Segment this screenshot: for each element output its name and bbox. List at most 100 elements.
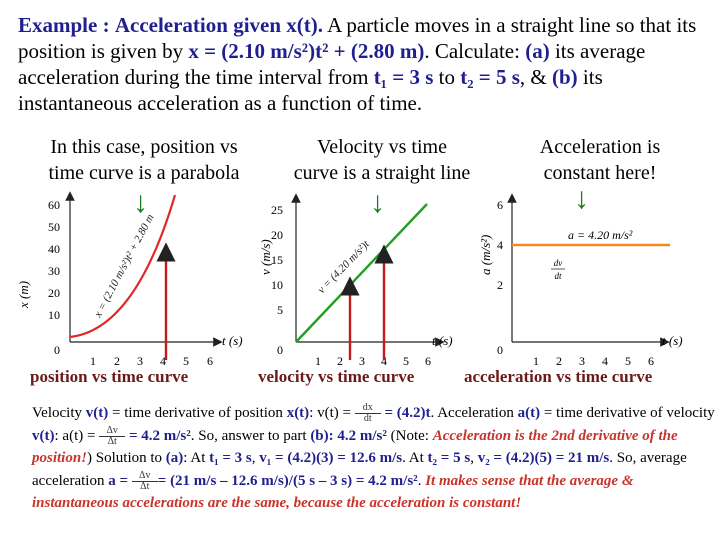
- body-text: . So, answer to part: [190, 427, 311, 444]
- average-acc-result: = (21 m/s – 12.6 m/s)/(5 s – 3 s) = 4.2 …: [157, 472, 418, 489]
- pos-y-tick: 30: [48, 264, 60, 278]
- part-b-label: (b): [552, 65, 578, 89]
- arrow-down-icon: ↓: [133, 186, 148, 219]
- body-text: : At: [183, 450, 210, 466]
- vel-x-tick: 3: [359, 354, 365, 368]
- velocity-term: v(t): [85, 405, 109, 421]
- acc-y-tick: 6: [497, 198, 503, 212]
- caption-position: In this case, position vs time curve is …: [24, 134, 264, 186]
- example-title: Acceleration given x(t).: [114, 13, 324, 37]
- pos-y-axis-label: x (m): [16, 281, 31, 309]
- acc-x-tick: 5: [625, 354, 631, 368]
- fraction-bottom: dt: [363, 413, 372, 425]
- position-graph: x (m) 60 50 40 30 20 10 0 1 2 3 4 5 6 t …: [16, 191, 243, 368]
- body-text: . At: [402, 450, 428, 466]
- pos-x-tick: 2: [114, 354, 120, 368]
- caption-acceleration-line1: Acceleration is: [539, 136, 661, 158]
- pos-x-tick: 1: [90, 354, 96, 368]
- vel-y-tick: 20: [271, 228, 283, 242]
- caption-position-line1: In this case, position vs: [50, 136, 238, 158]
- vel-y-tick: 0: [277, 343, 283, 357]
- pos-y-tick: 0: [54, 343, 60, 357]
- caption-acceleration: Acceleration is constant here!: [500, 134, 700, 186]
- note-text: Acceleration is the 2nd derivative of th…: [32, 427, 678, 467]
- pos-x-tick: 5: [183, 354, 189, 368]
- position-curve: [69, 194, 177, 339]
- position-term: x(t): [286, 405, 310, 421]
- fraction-bottom: Δt: [140, 480, 150, 492]
- graphs-panel: x (m) 60 50 40 30 20 10 0 1 2 3 4 5 6 t …: [16, 191, 683, 368]
- body-text: ,: [470, 450, 478, 466]
- caption-acceleration-line2: constant here!: [543, 162, 657, 184]
- acceleration-graph: a (m/s²) 6 4 2 0 1 2 3 4 5 6 t (s) a = 4…: [478, 193, 683, 368]
- position-equation: x = (2.10 m/s²)t² + (2.80 m): [188, 39, 425, 63]
- t1-value: t₁ = 3 s: [209, 450, 252, 466]
- v1-value: v₁ = (4.2)(3) = 12.6 m/s: [259, 450, 403, 466]
- acc-x-tick: 4: [602, 354, 608, 368]
- average-acc-label: a =: [108, 472, 132, 489]
- vel-y-tick: 10: [271, 278, 283, 292]
- dx-dt-fraction: dx dt: [354, 403, 381, 425]
- part-a-label: (a): [525, 39, 550, 63]
- body-text: . So, average acceleration: [32, 450, 687, 489]
- body-text: : a(t) =: [54, 427, 100, 444]
- velocity-result: = (4.2)t: [380, 405, 431, 421]
- vel-y-tick: 5: [277, 303, 283, 317]
- t1-value: t₁ = 3 s: [373, 65, 434, 89]
- pos-y-tick: 40: [48, 242, 60, 256]
- arrow-down-icon: ↓: [370, 186, 385, 219]
- subcaption-acceleration: acceleration vs time curve: [464, 367, 653, 386]
- body-text: ) Solution to: [87, 450, 166, 466]
- acc-x-axis-label: t (s): [662, 333, 683, 348]
- pos-x-tick: 6: [207, 354, 213, 368]
- fraction-top: Δv: [131, 470, 158, 482]
- acc-x-tick: 6: [648, 354, 654, 368]
- pos-x-axis-label: t (s): [222, 333, 243, 348]
- pos-y-tick: 60: [48, 198, 60, 212]
- caption-position-line2: time curve is a parabola: [48, 162, 240, 184]
- body-text: Velocity: [32, 405, 86, 421]
- body-text: . Acceleration: [430, 405, 518, 421]
- vel-x-tick: 6: [425, 354, 431, 368]
- conclusion-text: It makes sense that the average & instan…: [32, 472, 634, 512]
- t2-value: t₂ = 5 s: [460, 65, 520, 89]
- body-text: = time derivative of velocity: [540, 405, 715, 421]
- pos-y-tick: 10: [48, 308, 60, 322]
- vel-x-tick: 1: [315, 354, 321, 368]
- dv-dt-fraction: Δv Δt: [131, 470, 158, 492]
- acc-y-tick: 2: [497, 278, 503, 292]
- subcaption-velocity: velocity vs time curve: [258, 367, 415, 386]
- intro-text-6: its instantaneous acceleration as a func…: [18, 65, 603, 115]
- acceleration-result: = 4.2 m/s²: [125, 427, 191, 444]
- arrow-down-icon: ↓: [574, 182, 589, 215]
- acc-y-tick: 4: [497, 238, 503, 252]
- subcaption-position: position vs time curve: [30, 367, 189, 386]
- acc-x-tick: 3: [579, 354, 585, 368]
- body-text: : v(t) =: [309, 405, 355, 421]
- dv-dt-fraction: Δv Δt: [99, 425, 126, 447]
- intro-paragraph: Example : Acceleration given x(t). A par…: [18, 12, 708, 116]
- vel-x-tick: 2: [337, 354, 343, 368]
- acc-x-tick: 1: [533, 354, 539, 368]
- velocity-term: v(t): [32, 427, 55, 444]
- vel-y-axis-label: v (m/s): [258, 239, 273, 275]
- velocity-graph: v (m/s) 25 20 15 10 5 0 1 2 3 4 5 6 t (s…: [258, 193, 453, 368]
- pos-x-tick: 3: [137, 354, 143, 368]
- acc-x-tick: 2: [556, 354, 562, 368]
- body-text: .: [417, 472, 426, 489]
- solution-text: Velocity v(t) = time derivative of posit…: [32, 402, 717, 515]
- vel-x-axis-label: t (s): [432, 333, 453, 348]
- fraction-top: dx: [354, 403, 381, 415]
- vel-curve-label: v = (4.20 m/s²)t: [316, 238, 373, 296]
- vel-y-tick: 25: [271, 203, 283, 217]
- intro-text-4: to: [433, 65, 461, 89]
- body-text: ,: [251, 450, 260, 466]
- caption-velocity-line1: Velocity vs time: [317, 136, 447, 158]
- vel-y-tick: 15: [271, 253, 283, 267]
- body-text: (Note:: [390, 427, 433, 444]
- velocity-line: [295, 203, 428, 343]
- pos-y-tick: 20: [48, 286, 60, 300]
- t2-value: t₂ = 5 s: [427, 450, 471, 466]
- caption-velocity: Velocity vs time curve is a straight lin…: [272, 134, 492, 186]
- acc-y-axis-label: a (m/s²): [478, 235, 493, 275]
